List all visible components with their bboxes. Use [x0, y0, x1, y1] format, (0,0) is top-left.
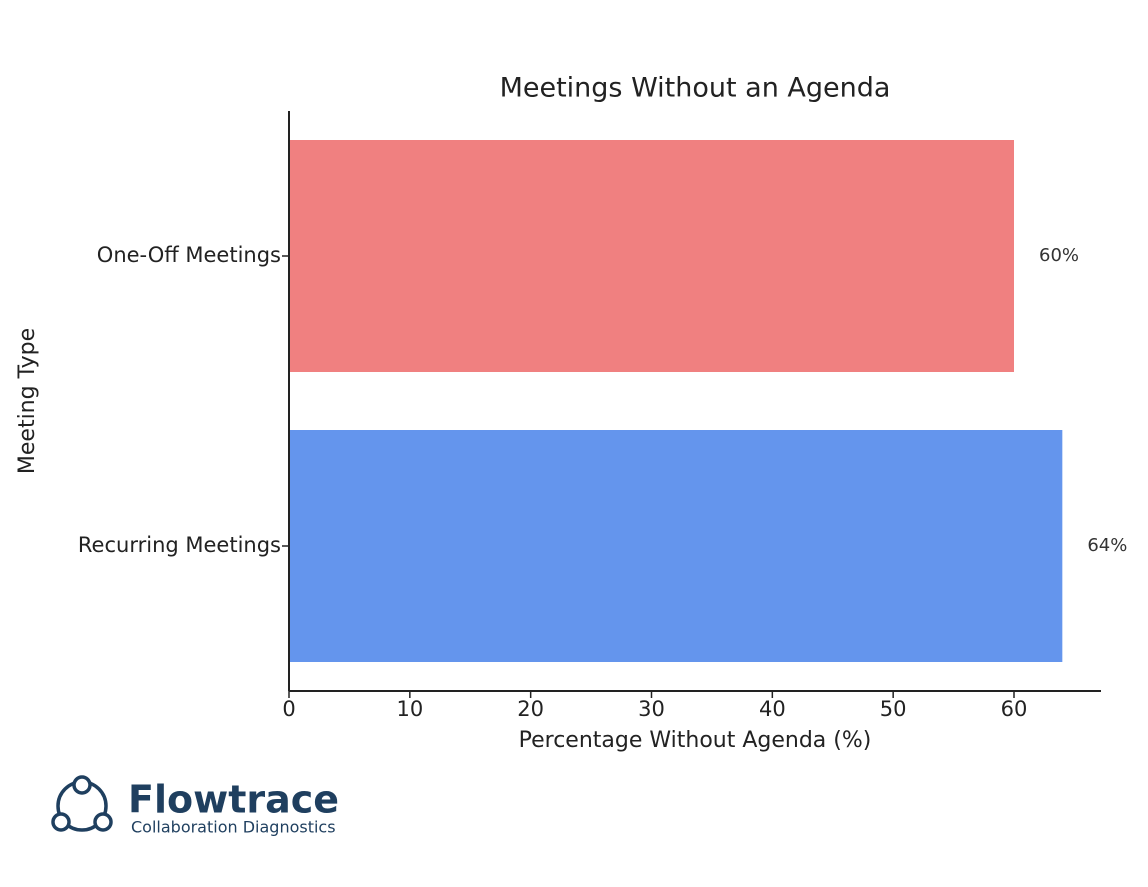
x-tick-label: 10	[396, 697, 423, 721]
x-tick-label: 0	[282, 697, 295, 721]
x-tick-label: 20	[517, 697, 544, 721]
x-tick-label: 30	[638, 697, 665, 721]
value-label: 64%	[1087, 535, 1127, 556]
x-axis-label: Percentage Without Agenda (%)	[519, 728, 872, 753]
logo-tagline: Collaboration Diagnostics	[131, 818, 336, 837]
x-tick-label: 50	[880, 697, 907, 721]
y-axis-label: Meeting Type	[15, 328, 40, 474]
logo	[51, 775, 113, 832]
value-label: 60%	[1039, 245, 1079, 266]
bar	[289, 430, 1063, 662]
logo-name: Flowtrace	[128, 778, 339, 822]
x-tick-label: 60	[1001, 697, 1028, 721]
logo-node	[72, 775, 92, 795]
x-tick-label: 40	[759, 697, 786, 721]
y-tick-label: One-Off Meetings	[97, 243, 281, 267]
y-tick-label: Recurring Meetings	[78, 533, 281, 557]
logo-node	[51, 812, 71, 832]
logo-node	[93, 812, 113, 832]
bar	[289, 140, 1014, 372]
chart-title: Meetings Without an Agenda	[500, 73, 891, 104]
